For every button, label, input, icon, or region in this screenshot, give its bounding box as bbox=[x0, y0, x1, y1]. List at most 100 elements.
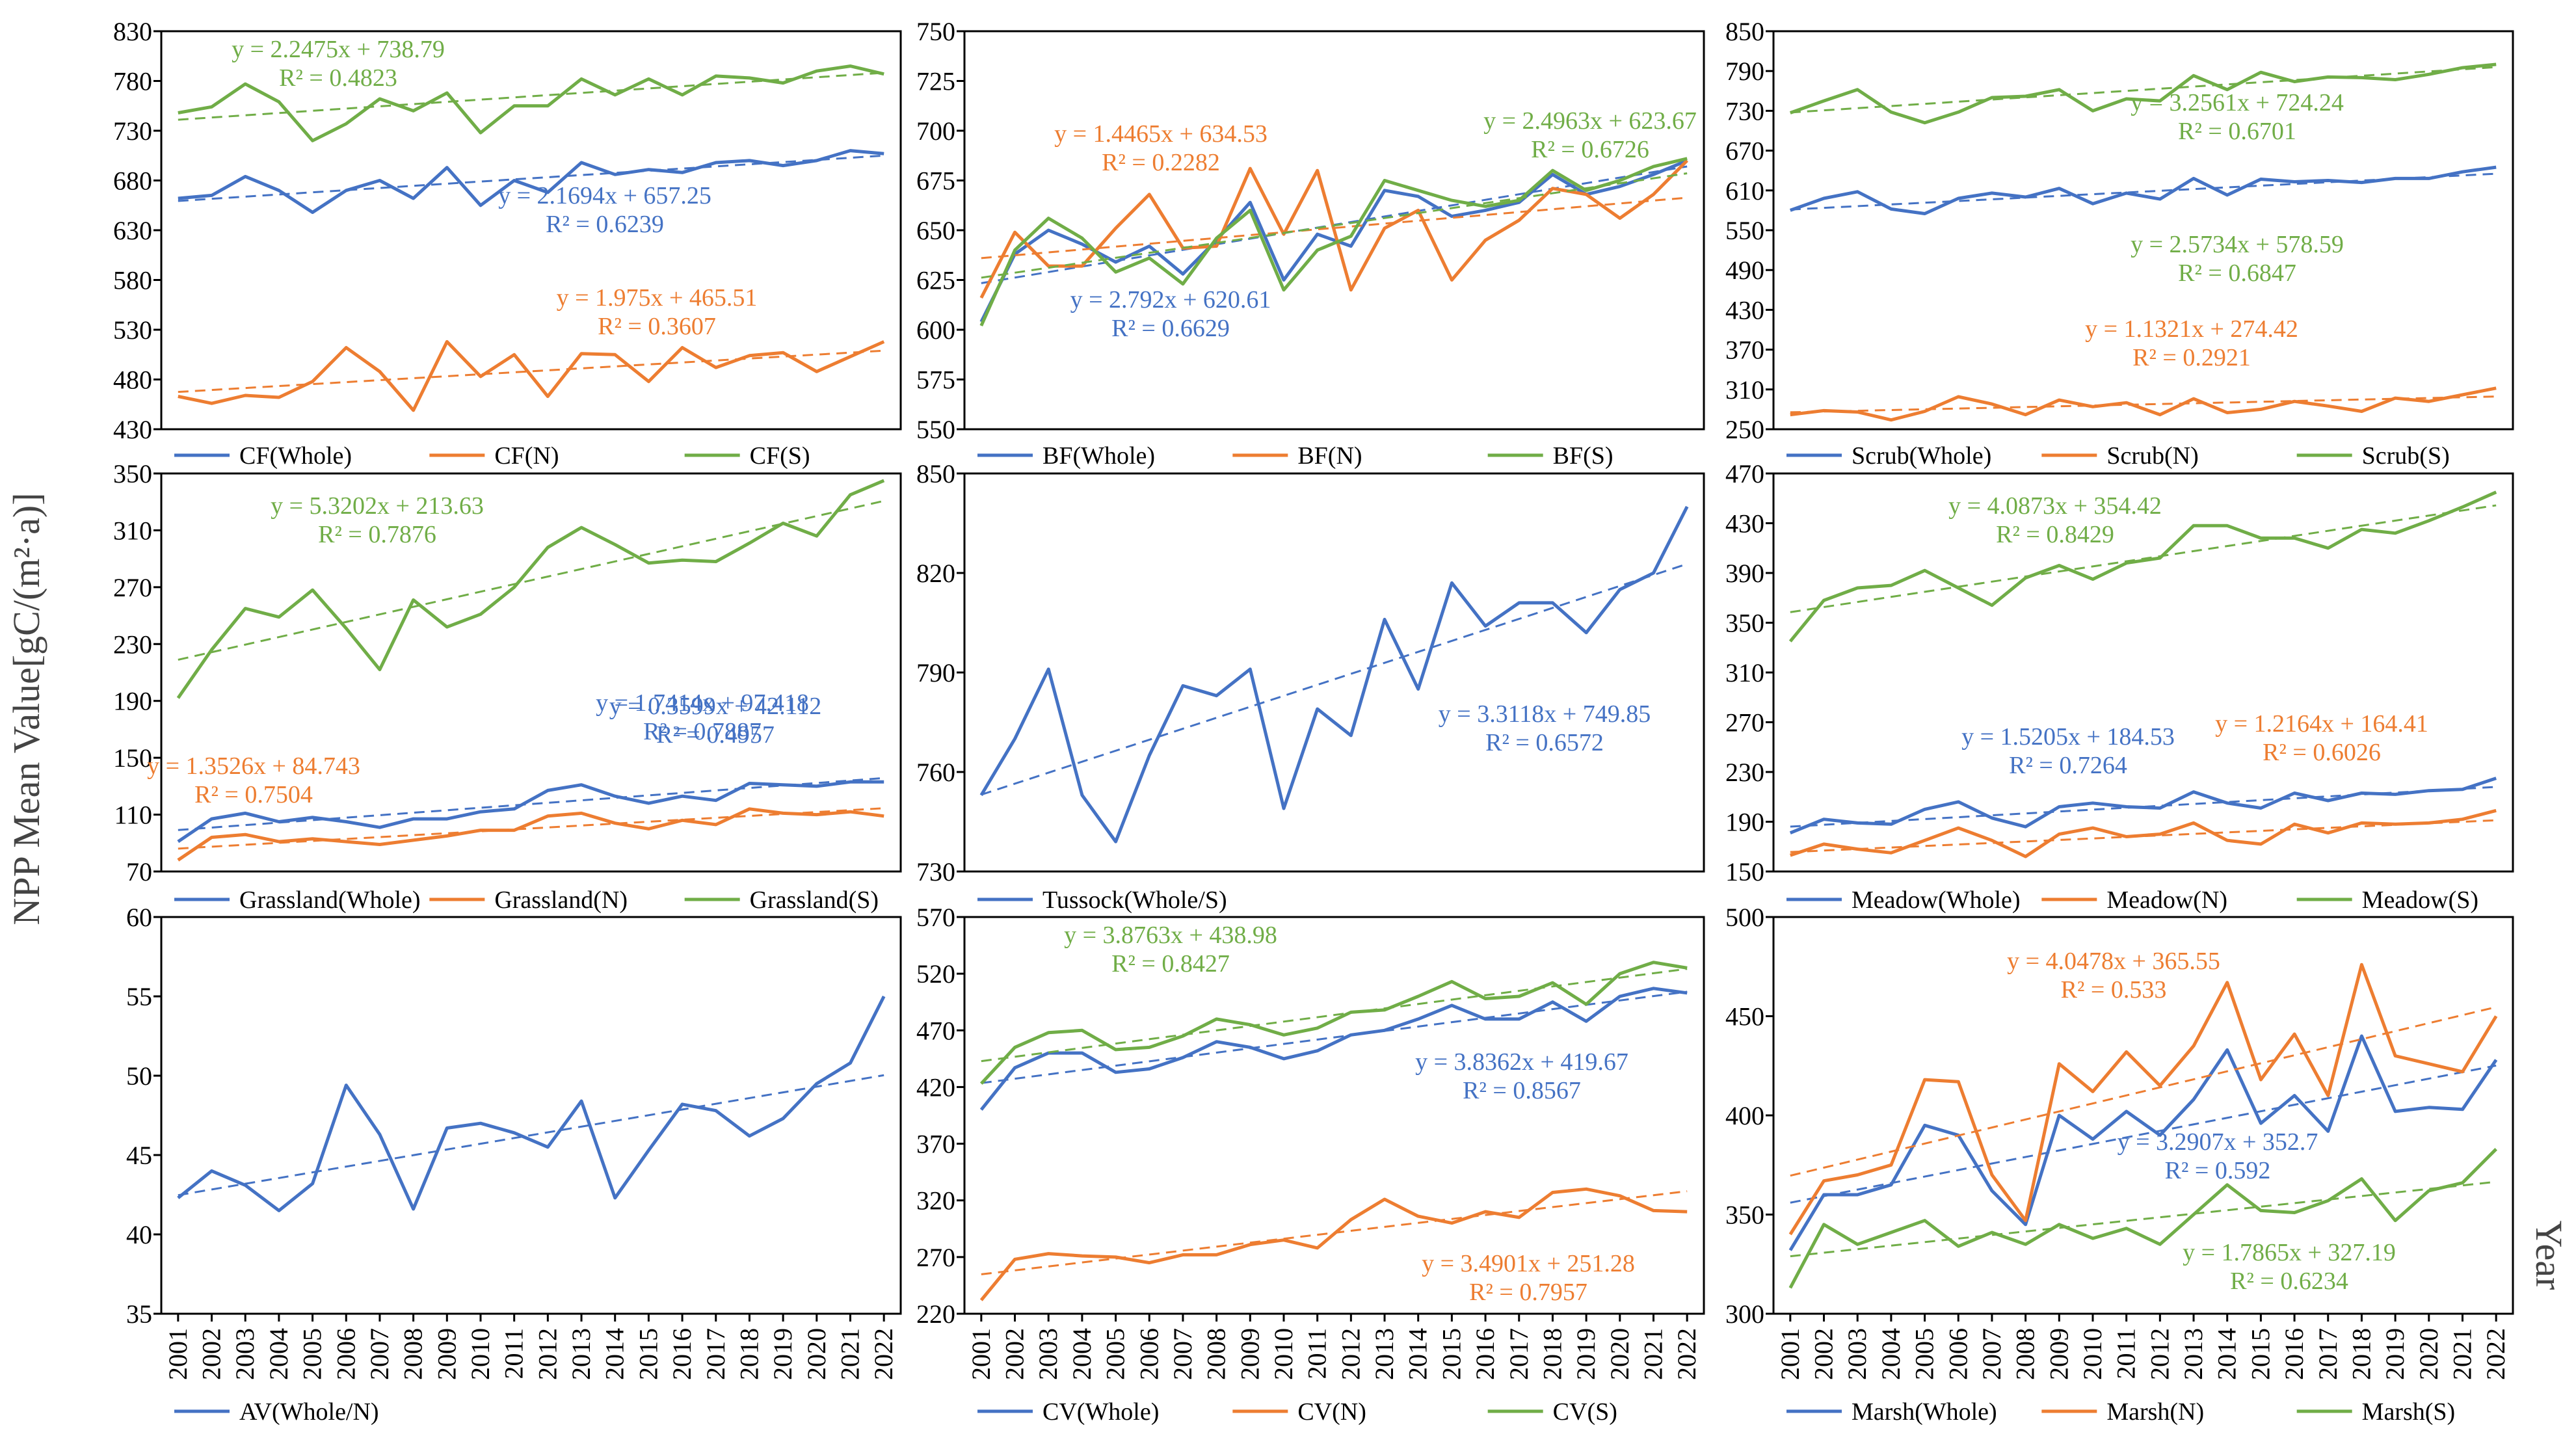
y-tick-label: 580 bbox=[113, 266, 152, 295]
y-tick-label: 55 bbox=[126, 982, 152, 1011]
y-tick-label: 370 bbox=[916, 1130, 955, 1159]
x-tick-label: 2011 bbox=[2112, 1328, 2141, 1379]
y-tick-label: 430 bbox=[1725, 295, 1764, 325]
x-tick-label: 2020 bbox=[1605, 1328, 1634, 1380]
x-tick-label: 2010 bbox=[2078, 1328, 2107, 1380]
legend-label: CV(Whole) bbox=[1042, 1398, 1159, 1426]
x-tick-label: 2004 bbox=[264, 1328, 293, 1380]
legend-label: Grassland(S) bbox=[750, 886, 879, 914]
y-tick-label: 670 bbox=[1725, 137, 1764, 166]
y-tick-label: 760 bbox=[916, 758, 955, 787]
y-tick-label: 700 bbox=[916, 116, 955, 146]
trend-equation-label: y = 3.8763x + 438.98 bbox=[1064, 922, 1277, 949]
x-tick-label: 2014 bbox=[600, 1328, 630, 1380]
trend-equation-label: y = 2.4963x + 623.67 bbox=[1483, 107, 1697, 135]
x-tick-label: 2016 bbox=[1470, 1328, 1500, 1380]
x-tick-label: 2009 bbox=[1235, 1328, 1264, 1380]
plot-frame bbox=[160, 472, 902, 873]
trend-equation-label: R² = 0.6629 bbox=[1111, 315, 1230, 342]
trend-equation-label: y = 1.975x + 465.51 bbox=[557, 284, 758, 312]
x-tick-label: 2019 bbox=[2380, 1328, 2410, 1380]
x-tick-label: 2001 bbox=[1775, 1328, 1805, 1380]
y-tick-label: 430 bbox=[1725, 509, 1764, 538]
y-tick-label: 390 bbox=[1725, 559, 1764, 588]
y-tick-label: 725 bbox=[916, 67, 955, 96]
trend-equation-label: y = 3.3118x + 749.85 bbox=[1439, 700, 1651, 728]
trend-equation-label: R² = 0.4823 bbox=[279, 64, 397, 92]
trend-equation-label: R² = 0.8427 bbox=[1111, 950, 1230, 977]
y-tick-label: 490 bbox=[1725, 256, 1764, 285]
legend-label: Marsh(Whole) bbox=[1852, 1398, 1997, 1426]
y-tick-label: 270 bbox=[916, 1243, 955, 1272]
x-tick-label: 2013 bbox=[2179, 1328, 2208, 1380]
trend-equation-label: R² = 0.6026 bbox=[2263, 739, 2381, 766]
trend-equation-label: y = 2.5734x + 578.59 bbox=[2131, 231, 2344, 258]
trend-equation-label: R² = 0.6726 bbox=[1531, 136, 1649, 163]
x-tick-label: 2002 bbox=[1809, 1328, 1839, 1380]
x-tick-label: 2006 bbox=[1943, 1328, 1972, 1380]
y-tick-label: 40 bbox=[126, 1220, 152, 1249]
chart-panel-1: 430 480 530 580 630 680 730 780 830 y = 2.2475x +… bbox=[113, 17, 902, 470]
y-tick-label: 570 bbox=[916, 903, 955, 932]
x-tick-label: 2021 bbox=[835, 1328, 864, 1380]
trend-equation-label: y = 0.3599x + 42.112 bbox=[609, 693, 821, 720]
trend-equation-label: R² = 0.2921 bbox=[2132, 344, 2251, 371]
x-tick-label: 2020 bbox=[2414, 1328, 2443, 1380]
y-tick-label: 310 bbox=[1725, 375, 1764, 405]
trendline-Marsh(Whole) bbox=[1790, 1064, 2497, 1204]
x-tick-label: 2006 bbox=[1134, 1328, 1163, 1380]
y-tick-label: 650 bbox=[916, 216, 955, 245]
x-tick-label: 2013 bbox=[566, 1328, 596, 1380]
y-tick-label: 790 bbox=[1725, 57, 1764, 86]
y-tick-label: 730 bbox=[916, 857, 955, 886]
series-line-Meadow(N) bbox=[1790, 808, 2497, 858]
series-line-Grassland(Whole) bbox=[177, 780, 884, 844]
x-tick-label: 2012 bbox=[533, 1328, 562, 1380]
legend-label: BF(N) bbox=[1297, 442, 1362, 470]
series-line-Marsh(Whole) bbox=[1788, 1034, 2498, 1251]
trend-equation-label: R² = 0.6234 bbox=[2230, 1268, 2348, 1295]
y-tick-label: 250 bbox=[1725, 415, 1764, 444]
y-tick-label: 730 bbox=[1725, 96, 1764, 126]
y-tick-label: 310 bbox=[113, 516, 152, 545]
trend-equation-label: y = 3.4901x + 251.28 bbox=[1422, 1250, 1635, 1277]
x-tick-label: 2019 bbox=[1571, 1328, 1600, 1380]
y-tick-label: 575 bbox=[916, 366, 955, 395]
x-tick-label: 2010 bbox=[1269, 1328, 1298, 1380]
y-tick-label: 310 bbox=[1725, 658, 1764, 687]
legend-label: Meadow(S) bbox=[2362, 886, 2478, 914]
x-tick-label: 2003 bbox=[1033, 1328, 1063, 1380]
trend-equation-label: R² = 0.4957 bbox=[656, 721, 775, 749]
y-tick-label: 850 bbox=[1725, 17, 1764, 46]
chart-panel-3: 250 310 370 430 490 550 610 670 730 790 850 y = 3.2… bbox=[1725, 17, 2514, 470]
y-tick-label: 150 bbox=[1725, 857, 1764, 886]
y-tick-label: 780 bbox=[113, 67, 152, 96]
legend-label: AV(Whole/N) bbox=[239, 1398, 379, 1426]
y-tick-label: 70 bbox=[126, 857, 152, 886]
y-tick-label: 430 bbox=[113, 415, 152, 444]
trend-equation-label: R² = 0.6847 bbox=[2178, 259, 2296, 287]
trend-equation-label: y = 1.5205x + 184.53 bbox=[1961, 723, 2175, 751]
legend-label: BF(Whole) bbox=[1042, 442, 1155, 470]
trendline-CV(N) bbox=[981, 1190, 1688, 1275]
trendline-AV(Whole/N) bbox=[178, 1074, 884, 1197]
y-tick-label: 790 bbox=[916, 658, 955, 687]
y-tick-label: 680 bbox=[113, 166, 152, 196]
y-tick-label: 350 bbox=[113, 459, 152, 488]
chart-panel-2: 550 575 600 625 650 675 700 725 750 y = 1.4465x +… bbox=[916, 17, 1705, 470]
trendline-BF(S) bbox=[981, 172, 1688, 279]
y-tick-label: 850 bbox=[916, 459, 955, 488]
x-tick-label: 2005 bbox=[1101, 1328, 1130, 1380]
chart-panel-7: 35 40 45 50 55 60 2001 2002 2003 2004 2005 2006 2007… bbox=[126, 693, 902, 1426]
series-line-CV(S) bbox=[979, 961, 1688, 1085]
legend-label: Scrub(S) bbox=[2362, 442, 2450, 470]
trend-equation-label: R² = 0.7887 bbox=[643, 718, 762, 745]
y-tick-label: 370 bbox=[1725, 336, 1764, 365]
y-tick-label: 60 bbox=[126, 903, 152, 932]
y-tick-label: 230 bbox=[1725, 758, 1764, 787]
x-tick-label: 2002 bbox=[197, 1328, 226, 1380]
x-tick-label: 2016 bbox=[667, 1328, 697, 1380]
y-tick-label: 270 bbox=[1725, 708, 1764, 738]
